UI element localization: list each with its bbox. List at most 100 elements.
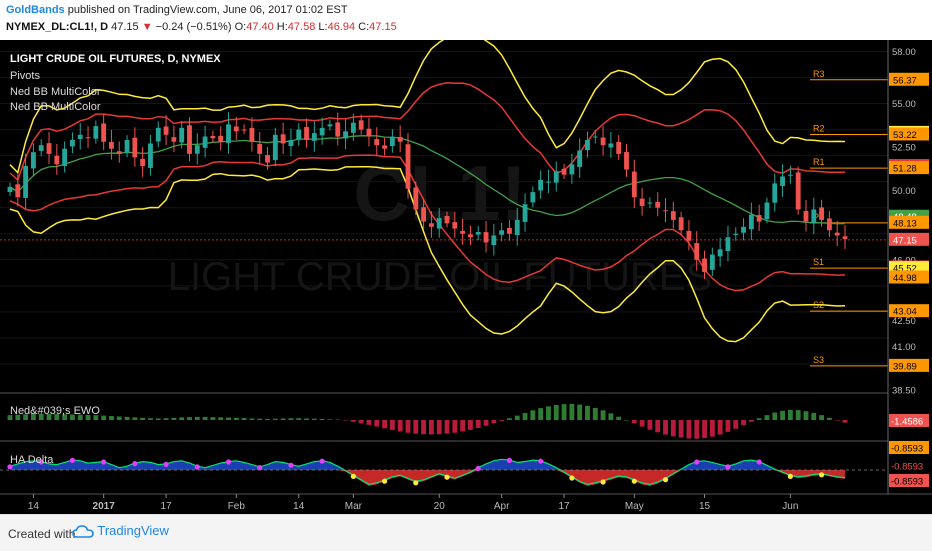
ha-delta-dot [787, 473, 793, 479]
candle-body [194, 145, 200, 154]
legend-item-bb-2[interactable]: Ned BB MultiColor [10, 101, 101, 113]
candlesticks [7, 112, 848, 280]
candle-body [405, 144, 411, 189]
pivot-label: R1 [813, 157, 825, 167]
chart-header: GoldBands published on TradingView.com, … [0, 0, 932, 40]
x-tick-label: Feb [228, 501, 246, 512]
ewo-bar [319, 418, 325, 420]
ewo-bar [522, 412, 528, 420]
ewo-bar [585, 405, 590, 420]
candle-body [272, 134, 278, 161]
ewo-bar [296, 418, 302, 420]
candle-body [475, 232, 481, 235]
ewo-bar [475, 420, 481, 428]
candle-body [717, 249, 723, 257]
ewo-bar [187, 417, 192, 420]
candle-body [514, 219, 520, 236]
candle-body [670, 211, 676, 220]
x-tick-label: 17 [559, 501, 571, 512]
ha-delta-dot [569, 475, 575, 481]
ewo-bar [514, 415, 520, 420]
ewo-bar [413, 420, 419, 434]
y-tick-label: 42.50 [892, 316, 916, 327]
ewo-bar [327, 419, 333, 420]
tradingview-logo[interactable]: TradingView [72, 523, 169, 539]
time-axis[interactable]: 14 2017 17 Feb 14 Mar 20 Apr 17 May 15 Jun [28, 494, 799, 512]
candle-body [787, 174, 793, 176]
legend-item-bb-1[interactable]: Ned BB MultiColor [10, 86, 101, 98]
axis-badge [889, 215, 929, 229]
candle-body [608, 143, 614, 148]
candle-body [350, 122, 356, 133]
price-axis[interactable]: 58.0055.0052.5050.0046.0042.5041.0038.50… [887, 40, 929, 494]
ewo-bar [772, 412, 778, 420]
candle-body [483, 232, 489, 243]
ha-delta-badge [889, 459, 929, 472]
candle-body [413, 187, 419, 210]
ewo-bar [202, 416, 208, 420]
ewo-bar [374, 420, 380, 427]
x-tick-label: 15 [699, 501, 711, 512]
candle-body [280, 134, 286, 144]
ewo-bar [834, 420, 840, 421]
axis-badge-label: 39.89 [893, 361, 917, 372]
axis-badge [889, 161, 929, 175]
chart-canvas[interactable]: CL1! LIGHT CRUDE OIL FUTURES R3R2R1PS1S2… [0, 40, 932, 514]
ewo-bar [405, 420, 411, 433]
candle-body [23, 166, 29, 198]
ha-delta-dot [101, 459, 107, 465]
ha-delta-badge-label: -0.8593 [891, 462, 923, 473]
ewo-bar [748, 420, 754, 422]
ewo-bar [709, 420, 715, 437]
ha-delta-dot [506, 457, 513, 463]
x-tick-label: May [625, 501, 644, 512]
ha-delta-dot [7, 464, 13, 470]
y-tick-label: 55.00 [892, 99, 916, 110]
ewo-bar [624, 420, 629, 421]
candle-body [233, 126, 239, 132]
candle-body [226, 124, 231, 143]
candle-body [38, 145, 44, 151]
legend-item-ha-delta[interactable]: HA Delta [10, 454, 54, 466]
tradingview-brand: TradingView [97, 523, 169, 538]
ewo-bar [483, 420, 489, 426]
candle-body [62, 148, 68, 166]
ewo-bar [7, 415, 13, 420]
candle-body [70, 140, 75, 147]
candle-body [819, 207, 825, 220]
candle-body [780, 176, 785, 186]
ewo-bar [124, 416, 130, 420]
high-label: H: [276, 21, 288, 33]
axis-badge [889, 232, 929, 246]
axis-badge-label: 56.37 [893, 75, 917, 86]
candle-body [436, 218, 442, 229]
ewo-bar [249, 418, 255, 420]
ewo-bar [428, 420, 434, 435]
candle-body [343, 131, 348, 139]
ha-delta-dot [600, 479, 606, 485]
price-change: −0.24 (−0.51%) [155, 21, 232, 33]
ewo-bar [116, 416, 122, 420]
ha-delta-dot [662, 477, 669, 483]
y-tick-label: 38.50 [892, 386, 916, 397]
axis-badge-label: 45.52 [893, 264, 917, 275]
candle-body [553, 171, 559, 183]
ewo-bar [546, 406, 551, 420]
candle-body [202, 136, 208, 148]
ewo-bar [569, 403, 575, 420]
candle-body [397, 136, 403, 142]
ewo-bar [655, 420, 661, 433]
candle-body [663, 210, 668, 212]
legend-item-pivots[interactable]: Pivots [10, 70, 40, 82]
ewo-bar [803, 411, 809, 420]
open-label: O: [234, 21, 247, 33]
publisher-name[interactable]: GoldBands [6, 4, 65, 16]
candle-body [655, 201, 661, 208]
ha-delta-dot [756, 459, 762, 465]
chart-background [0, 40, 932, 514]
ewo-bar [592, 407, 598, 420]
indicator-panes [0, 392, 932, 495]
candle-body [210, 135, 216, 139]
legend-item-ewo[interactable]: Ned&#039;s EWO [10, 405, 100, 417]
axis-badge-label: 44.98 [893, 273, 917, 284]
